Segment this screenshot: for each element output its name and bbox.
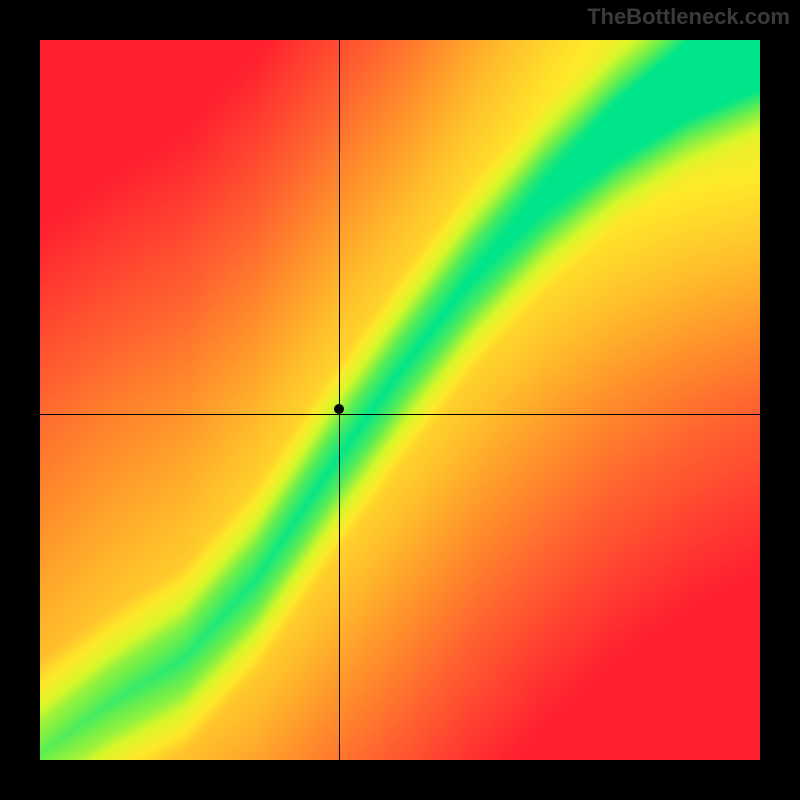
- chart-container: TheBottleneck.com: [0, 0, 800, 800]
- watermark-text: TheBottleneck.com: [587, 4, 790, 30]
- crosshair-vertical: [339, 40, 340, 760]
- heatmap-canvas: [40, 40, 760, 760]
- crosshair-horizontal: [40, 414, 760, 415]
- plot-area: [40, 40, 760, 760]
- data-marker: [334, 404, 344, 414]
